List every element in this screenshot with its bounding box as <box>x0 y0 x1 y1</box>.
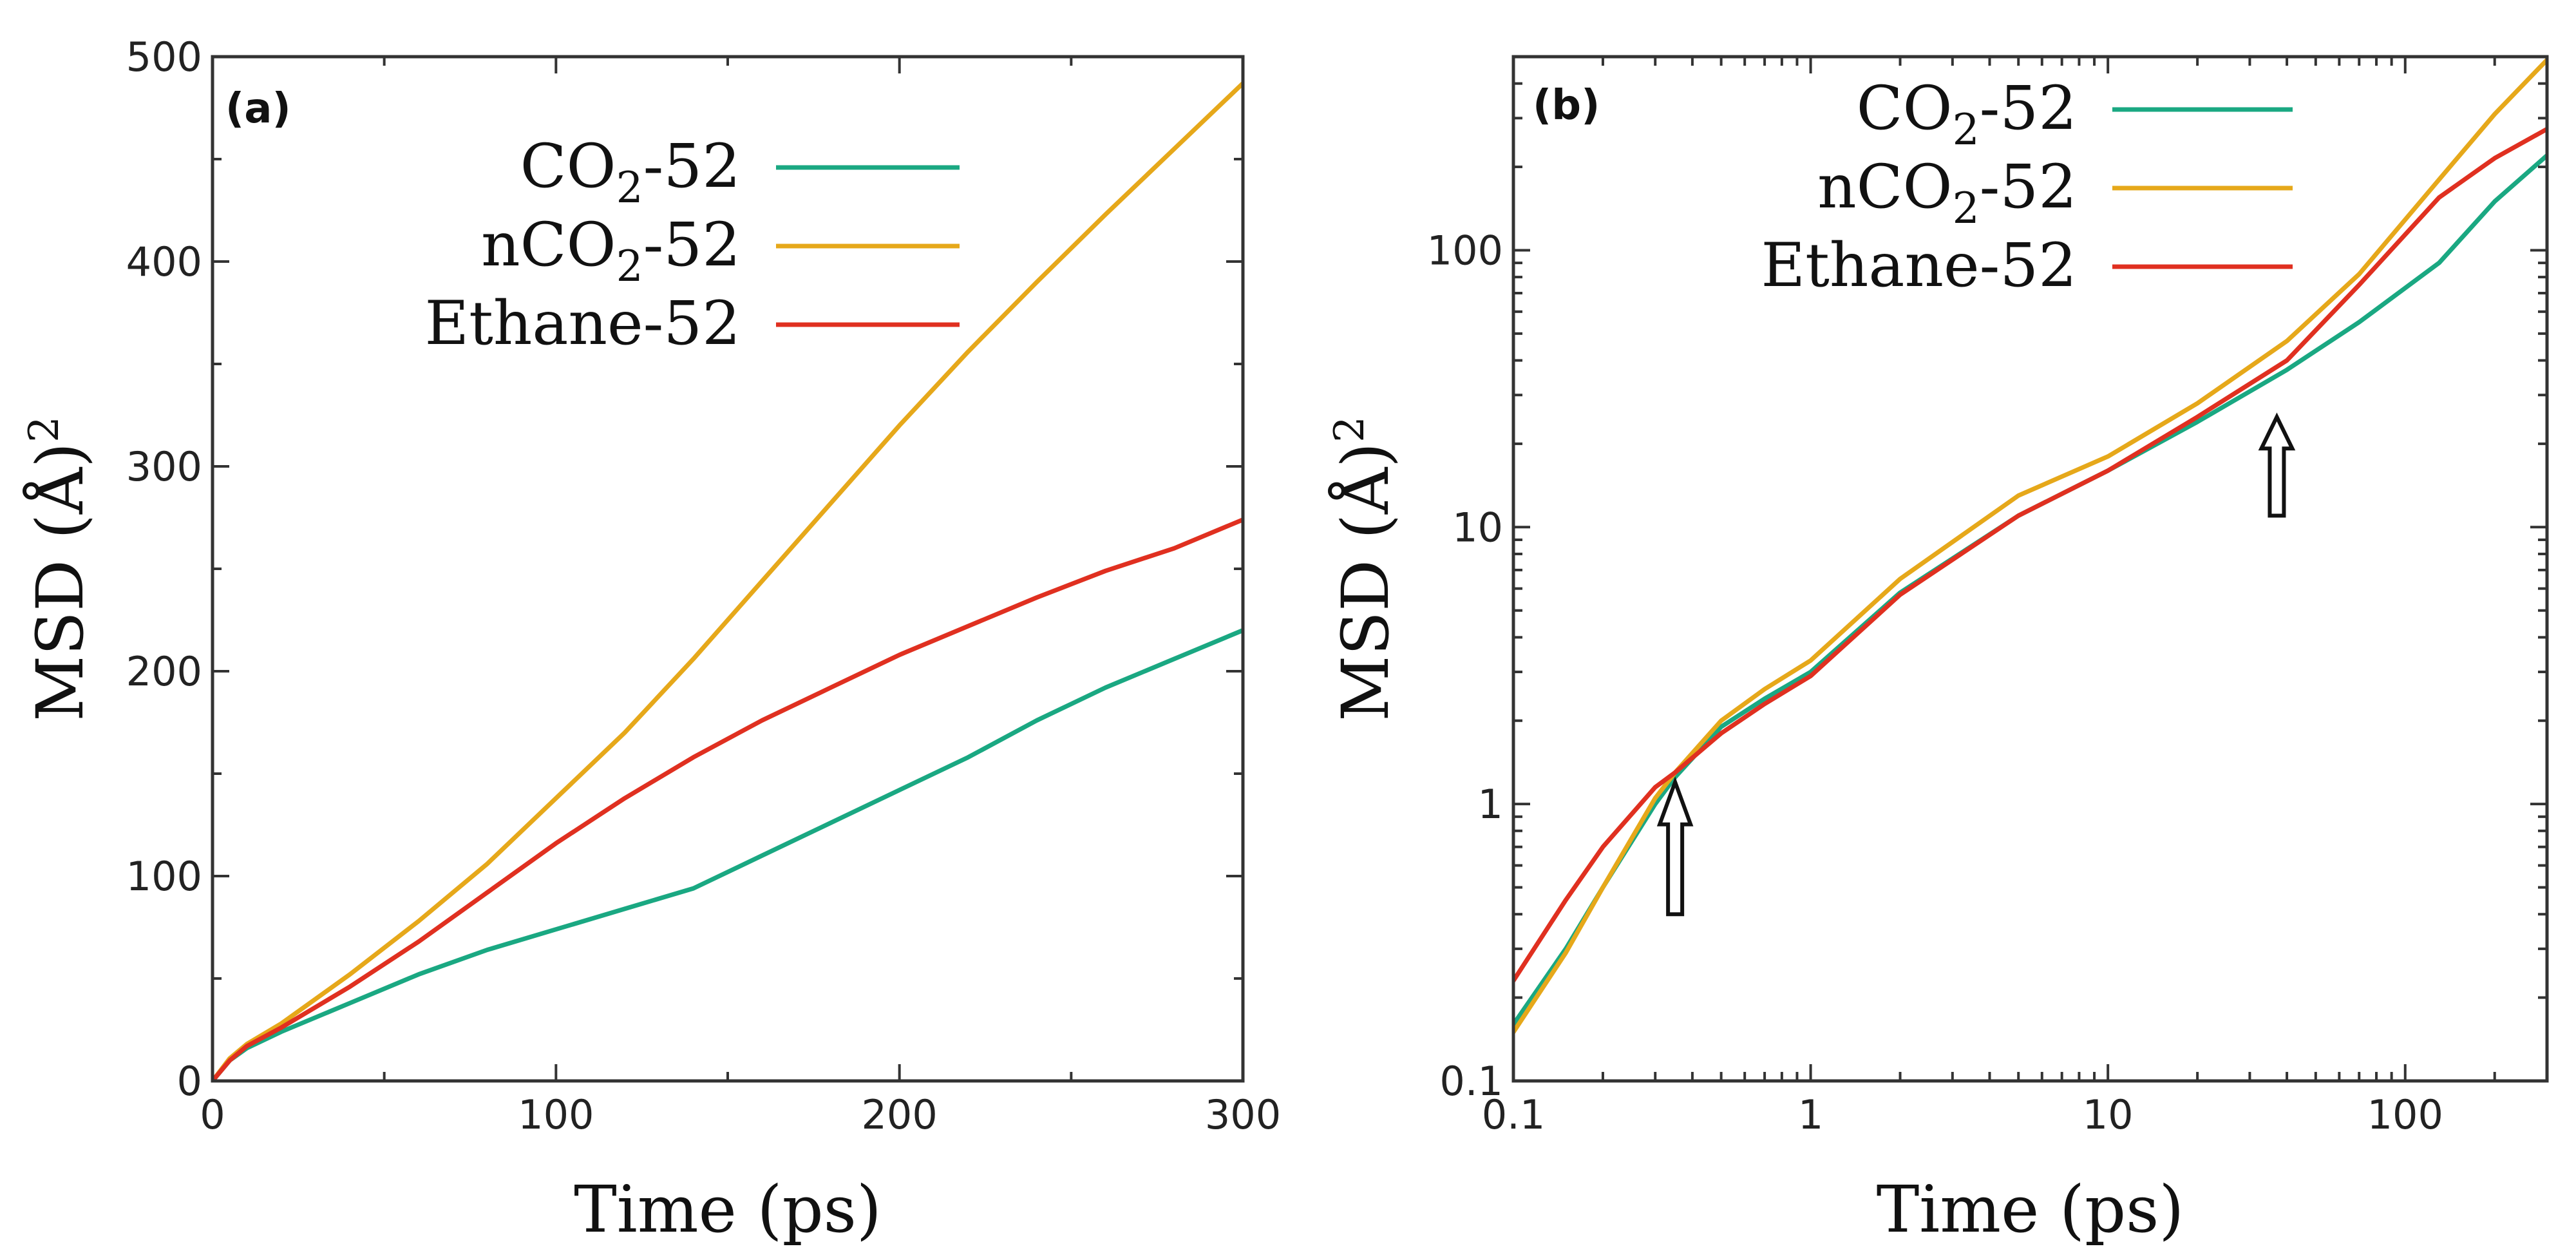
panel-a-series-nco2-line <box>213 81 1243 1081</box>
panel-b-x-tick-label: 10 <box>2083 1091 2134 1138</box>
panel-b-legend-label-ethane: Ethane-52 <box>1761 231 2077 301</box>
panel-a-y-tick-label: 400 <box>126 238 202 285</box>
panel-a-x-tick-label: 300 <box>1205 1091 1281 1138</box>
panel-b-legend-label-co2: CO2-52 <box>1857 73 2077 155</box>
panel-a-y-axis-title: MSD (Å)2 <box>21 416 98 721</box>
panel-a-y-tick-label: 100 <box>126 853 202 900</box>
panel-a-legend-label-co2: CO2-52 <box>520 131 741 213</box>
panel-b-up-arrow-annotation-1 <box>1656 776 1694 917</box>
panel-b-series-group <box>1513 57 2547 1035</box>
panel-a-y-tick-label: 200 <box>126 648 202 695</box>
panel-a-x-tick-label: 200 <box>861 1091 937 1138</box>
panel-b-up-arrow-annotation-2 <box>2258 412 2296 518</box>
panel-a-x-tick-label: 100 <box>518 1091 594 1138</box>
panel-b-chart: 0.1 1 10 100 0.1 1 10 100 Time (ps) MSD (Å)2 (b) CO… <box>1326 55 2549 1247</box>
panel-b-x-tick-label: 100 <box>2367 1091 2443 1138</box>
panel-a-x-axis-title: Time (ps) <box>574 1172 882 1247</box>
panel-b-y-tick-label: 10 <box>1452 504 1503 551</box>
panel-a-legend-label-ethane: Ethane-52 <box>424 289 741 359</box>
panel-b-panel-label: (b) <box>1533 82 1600 129</box>
panel-b-y-axis-title: MSD (Å)2 <box>1326 416 1403 721</box>
panel-a-chart: 0 100 200 300 0 100 200 300 400 500 Time (ps) MSD (… <box>21 33 1281 1247</box>
panel-a-panel-label: (a) <box>225 85 291 133</box>
panel-b-y-tick-label: 0.1 <box>1439 1058 1503 1105</box>
panel-a-x-tick-label: 0 <box>200 1091 225 1138</box>
panel-a-y-tick-label: 500 <box>126 33 202 81</box>
panel-a-series-co2-line <box>213 627 1243 1081</box>
panel-b-x-tick-label: 0.1 <box>1482 1091 1546 1138</box>
panel-b-x-axis-title: Time (ps) <box>1877 1172 2184 1247</box>
panel-b-legend-label-nco2: nCO2-52 <box>1817 152 2077 233</box>
panel-b-series-ethane-line <box>1513 126 2547 983</box>
panel-b-series-nco2-line <box>1513 57 2547 1035</box>
panel-a-series-ethane-line <box>213 517 1243 1081</box>
panel-b-x-tick-label: 1 <box>1798 1091 1823 1138</box>
panel-b-y-tick-label: 1 <box>1478 781 1503 828</box>
panel-a-y-tick-label: 0 <box>177 1058 202 1105</box>
panel-a-y-tick-label: 300 <box>126 443 202 490</box>
panel-a-series-group <box>213 81 1243 1081</box>
panel-a-legend-label-nco2: nCO2-52 <box>481 210 741 291</box>
panel-b-y-tick-label: 100 <box>1427 227 1503 274</box>
